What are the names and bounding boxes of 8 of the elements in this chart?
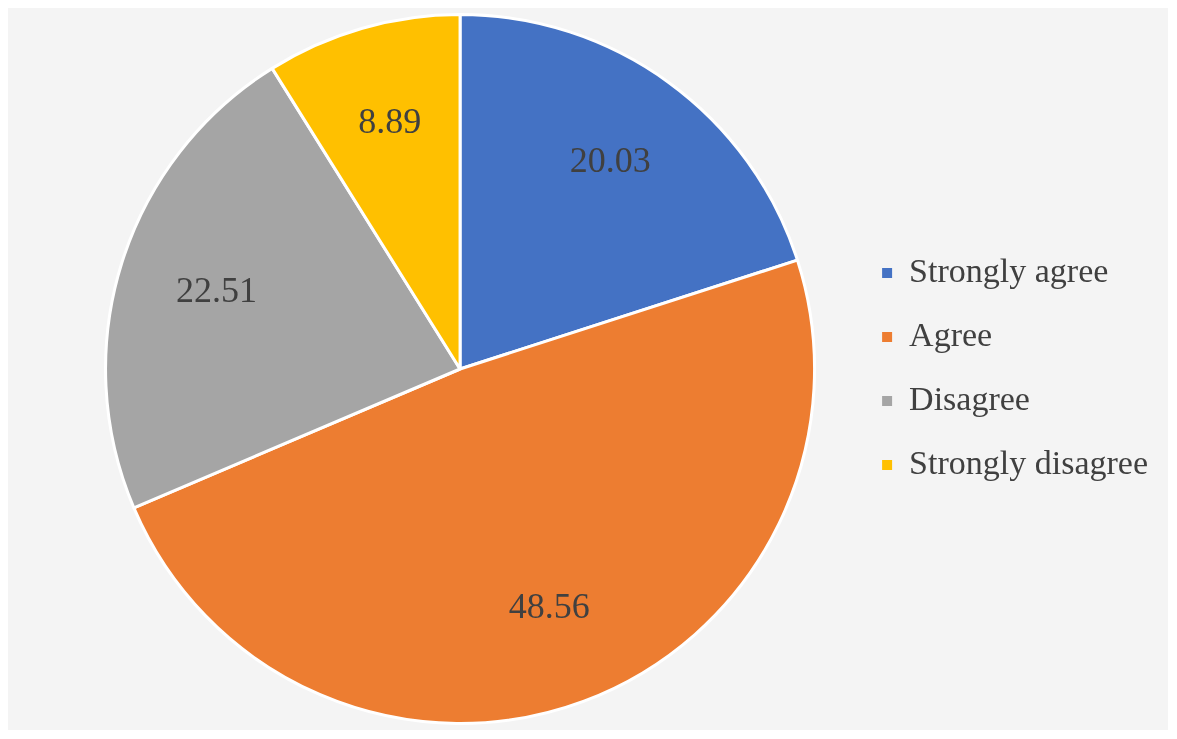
legend-label: Strongly disagree <box>909 443 1149 481</box>
data-label: 8.89 <box>358 101 422 142</box>
legend-label: Agree <box>909 315 993 353</box>
data-label: 20.03 <box>569 140 651 181</box>
data-label: 22.51 <box>176 269 258 310</box>
legend-label: Strongly agree <box>909 251 1109 289</box>
legend-label: Disagree <box>909 379 1030 417</box>
data-label: 48.56 <box>508 585 590 626</box>
